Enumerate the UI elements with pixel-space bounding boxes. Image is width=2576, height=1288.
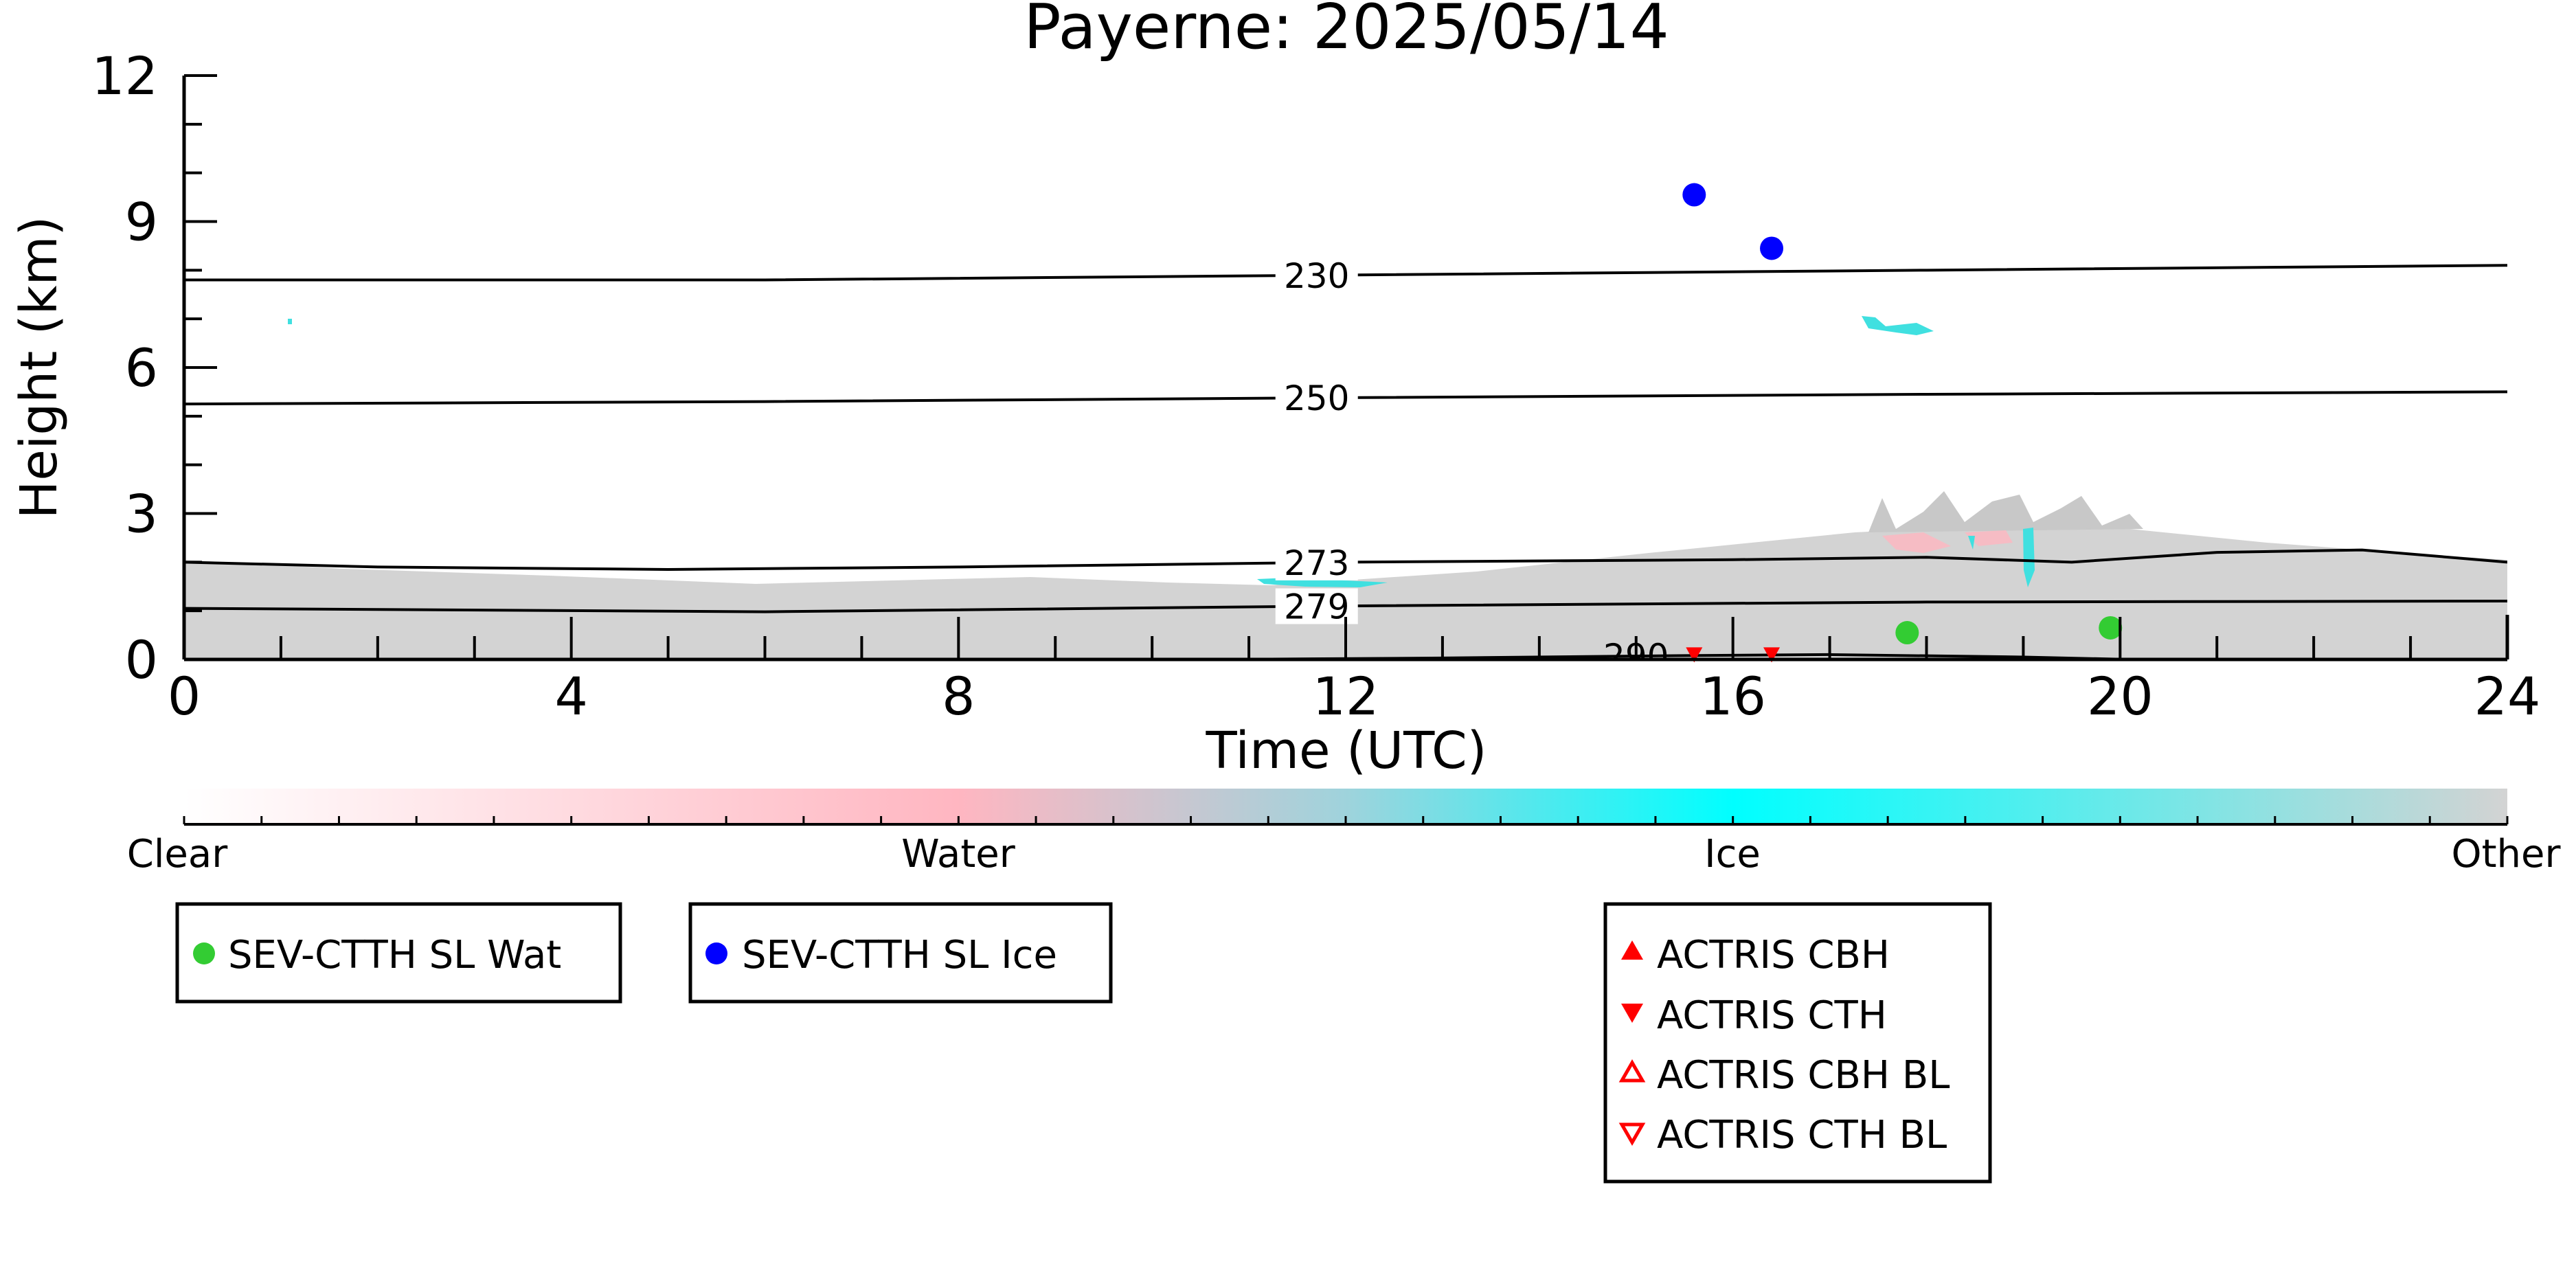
legend-marker-blue-circle bbox=[705, 942, 727, 964]
x-tick-label: 4 bbox=[554, 666, 587, 727]
colorbar-label-clear: Clear bbox=[127, 832, 228, 877]
contour-label-bg bbox=[1275, 588, 1358, 624]
colorbar-label-other: Other bbox=[2451, 832, 2561, 877]
other-class-tops bbox=[1868, 491, 2143, 532]
contour-273 bbox=[184, 548, 2507, 571]
legend-box bbox=[688, 902, 1113, 1004]
ice-class-patch-high bbox=[1862, 316, 1934, 335]
x-tick-label: 12 bbox=[1313, 666, 1379, 727]
legend-label: SEV-CTTH SL Ice bbox=[742, 933, 1057, 978]
contour-label-bg bbox=[1275, 380, 1358, 416]
legend-marker-triangle-down-open-icon bbox=[1618, 1122, 1646, 1146]
water-class-patch bbox=[1882, 530, 2013, 553]
contour-label-273: 273 bbox=[1284, 543, 1349, 583]
legend-label: ACTRIS CBH bbox=[1657, 933, 1890, 978]
colorbar-ticks bbox=[183, 816, 2509, 824]
contour-label-230: 230 bbox=[1284, 256, 1349, 296]
colorbar-label-ice: Ice bbox=[1704, 832, 1761, 877]
x-axis-label: Time (UTC) bbox=[1205, 721, 1487, 780]
y-axis-label: Height (km) bbox=[10, 216, 69, 519]
ice-class-streak bbox=[1968, 528, 2035, 587]
x-axis-ticks: 0 4 8 12 16 20 24 bbox=[168, 617, 2541, 727]
legend-box bbox=[175, 902, 622, 1004]
marker-actris-cth bbox=[1763, 647, 1781, 663]
contour-label-250: 250 bbox=[1284, 379, 1349, 418]
legend-sev-water: SEV-CTTH SL Wat bbox=[175, 902, 622, 1004]
y-tick-label: 12 bbox=[91, 45, 158, 106]
contour-label-279: 279 bbox=[1284, 587, 1349, 627]
classification-colorbar: Clear Water Ice Other bbox=[127, 789, 2561, 877]
marker-sev-ctth-sl-ice bbox=[1682, 183, 1706, 207]
colorbar-label-water: Water bbox=[901, 832, 1016, 877]
chart-title: Payerne: 2025/05/14 bbox=[1024, 0, 1669, 63]
legend-label: ACTRIS CBH BL bbox=[1657, 1053, 1950, 1098]
marker-sev-ctth-sl-wat bbox=[1895, 621, 1919, 645]
legend-box bbox=[1603, 902, 1992, 1184]
marker-sev-ctth-sl-ice bbox=[1760, 236, 1784, 260]
legend-label: ACTRIS CTH bbox=[1657, 993, 1887, 1038]
legend-marker-triangle-up-icon bbox=[1621, 940, 1643, 960]
contour-label-bg bbox=[1275, 257, 1358, 293]
legend-marker-triangle-up-open-icon bbox=[1618, 1059, 1646, 1083]
y-tick-label: 0 bbox=[125, 629, 158, 690]
x-tick-label: 16 bbox=[1699, 666, 1766, 727]
marker-sev-ctth-sl-wat bbox=[2099, 615, 2123, 640]
legend-marker-triangle-down-icon bbox=[1621, 1004, 1643, 1023]
legend-actris: ACTRIS CBH ACTRIS CTH ACTRIS CBH BL ACTR… bbox=[1603, 902, 1992, 1184]
legend-sev-ice: SEV-CTTH SL Ice bbox=[688, 902, 1113, 1004]
y-tick-label: 9 bbox=[125, 192, 158, 253]
y-axis-ticks: 0 3 6 9 12 bbox=[91, 45, 217, 690]
legend-marker-green-circle bbox=[193, 942, 215, 964]
x-tick-label: 0 bbox=[168, 666, 201, 727]
x-tick-label: 24 bbox=[2474, 666, 2541, 727]
marker-actris-cth bbox=[1686, 647, 1703, 663]
ice-class-speck bbox=[288, 319, 292, 324]
data-markers bbox=[1682, 183, 2123, 663]
y-tick-label: 6 bbox=[125, 337, 158, 398]
legend-label: ACTRIS CTH BL bbox=[1657, 1113, 1947, 1157]
x-tick-label: 20 bbox=[2087, 666, 2154, 727]
contour-label-bg bbox=[1275, 544, 1358, 580]
x-tick-label: 8 bbox=[942, 666, 975, 727]
legend-label: SEV-CTTH SL Wat bbox=[228, 933, 561, 978]
y-tick-label: 3 bbox=[125, 484, 158, 545]
